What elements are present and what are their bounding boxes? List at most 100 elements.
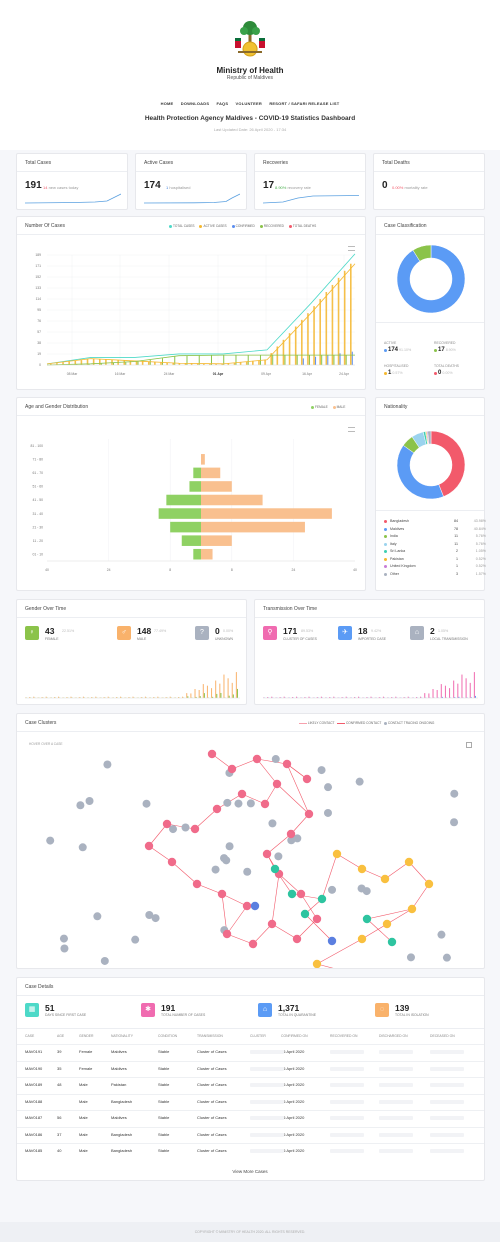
active-bar xyxy=(288,333,291,365)
nav-faqs[interactable]: FAQS xyxy=(216,101,229,106)
genderBars-bar xyxy=(91,697,93,698)
classification-donut xyxy=(396,244,466,314)
recovered-bar xyxy=(174,356,176,365)
table-cell: Female xyxy=(79,1065,93,1071)
x-tick-label: 40 xyxy=(45,568,49,572)
contact-link xyxy=(366,908,413,920)
class-deaths-pct: 0.00% xyxy=(442,371,453,375)
active-bar xyxy=(190,363,193,365)
case-node xyxy=(387,937,397,947)
nationality-count: 78 xyxy=(454,526,458,531)
table-cell: 26 April 2020 xyxy=(281,1131,305,1137)
nav-resort-list[interactable]: RESORT / SAFARI RELEASE LIST xyxy=(269,101,340,106)
active-bar xyxy=(154,361,156,365)
legend-active[interactable]: ACTIVE CASES xyxy=(203,224,227,228)
transBars-bar xyxy=(470,697,472,698)
y-tick-label: 21 - 30 xyxy=(32,525,43,529)
contact-link xyxy=(226,933,254,945)
age-gender-chart: 81 - 100 71 - 80 61 - 70 51 - 60 41 - 50 31 -… xyxy=(31,439,357,572)
column-header[interactable]: CLUSTER xyxy=(250,1034,266,1038)
genderBars-bar xyxy=(132,696,134,698)
active-bar xyxy=(135,360,138,365)
column-header[interactable]: CONFIRMED ON xyxy=(281,1034,308,1038)
transBars-bar xyxy=(279,697,281,698)
fullscreen-icon[interactable] xyxy=(466,742,472,748)
nationality-row: Maldives 78 40.84% xyxy=(384,527,486,534)
case-node xyxy=(234,799,243,808)
row-divider xyxy=(17,1110,484,1111)
case-node xyxy=(382,919,392,929)
virus-icon: ✱ xyxy=(141,1003,155,1017)
recovered-bar xyxy=(198,355,200,365)
local-pct: 1.05% xyxy=(438,629,449,633)
legend-recovered[interactable]: RECOVERED xyxy=(263,224,284,228)
nationality-name: Sri Lanka xyxy=(390,549,406,553)
legend-female[interactable]: FEMALE xyxy=(315,405,328,409)
female-bar xyxy=(193,467,201,479)
cluster-icon: ⚲ xyxy=(263,626,277,640)
row-divider xyxy=(17,1126,484,1128)
x-tick-label: 24 xyxy=(107,568,111,572)
column-header[interactable]: DECEASED ON xyxy=(430,1034,455,1038)
column-header[interactable]: GENDER xyxy=(79,1034,94,1038)
nav-volunteer[interactable]: VOLUNTEER xyxy=(235,101,262,106)
column-header[interactable]: NATIONALITY xyxy=(111,1034,133,1038)
nav-home[interactable]: HOME xyxy=(160,101,174,106)
nationality-count: 1 xyxy=(456,556,458,561)
column-header[interactable]: RECOVERED ON xyxy=(330,1034,358,1038)
nationality-row: Bangladesh 84 43.98% xyxy=(384,519,486,526)
class-hospitalised-label: HOSPITALISED xyxy=(384,364,409,368)
y-tick-label: 81 - 100 xyxy=(31,444,44,448)
column-header[interactable]: CONDITION xyxy=(158,1034,178,1038)
transBars-bar xyxy=(283,696,285,698)
legend-total[interactable]: TOTAL CASES xyxy=(173,224,195,228)
contact-link xyxy=(266,833,292,855)
case-node xyxy=(317,766,326,775)
legend-male[interactable]: MALE xyxy=(336,405,346,409)
new-cases-value: 14 xyxy=(43,185,48,190)
nationality-row: Italy 11 5.76% xyxy=(384,542,486,549)
legend-deaths[interactable]: TOTAL DEATHS xyxy=(292,224,317,228)
column-header[interactable]: DISCHARGED ON xyxy=(379,1034,408,1038)
nationality-pct: 0.52% xyxy=(475,564,486,568)
contact-link xyxy=(171,861,198,885)
legend-dot xyxy=(384,527,387,531)
active-bar xyxy=(307,313,309,365)
transBars-bar xyxy=(407,696,409,698)
gender-over-time-card: Gender Over Time ♀ 43 22.51% FEMALE ♂ 14… xyxy=(16,599,247,705)
column-header[interactable]: TRANSMISSION xyxy=(197,1034,223,1038)
case-node xyxy=(406,953,415,962)
case-node xyxy=(292,934,302,944)
genderBars-bar xyxy=(29,697,31,698)
legend-confirmed[interactable]: CONFIRMED xyxy=(235,224,255,228)
genderBars-bar xyxy=(115,697,117,698)
nav-downloads[interactable]: DOWNLOADS xyxy=(180,101,210,106)
recovery-rate-text: 8.90% recovery rate xyxy=(275,185,311,190)
column-header[interactable]: AGE xyxy=(57,1034,65,1038)
transBars-bar xyxy=(308,696,310,698)
case-node xyxy=(260,799,270,809)
recovered-bar xyxy=(223,355,225,365)
view-more-cases-button[interactable]: View More Cases xyxy=(232,1169,268,1174)
imported-label: IMPORTED CASE xyxy=(358,637,387,641)
contact-link xyxy=(271,923,298,940)
series-line-total-cases xyxy=(46,253,356,365)
chart-menu-icon[interactable] xyxy=(348,427,355,432)
active-bar xyxy=(239,362,242,365)
nationality-pct: 1.05% xyxy=(475,549,486,553)
genderBars-bar xyxy=(223,674,225,698)
active-bar xyxy=(215,363,217,365)
legend-likely-contact: LIKELY CONTACT xyxy=(307,721,335,725)
genderBars-bar xyxy=(187,696,189,698)
active-bar xyxy=(68,361,70,365)
recovered-bar xyxy=(321,355,323,365)
y-tick-label: 51 - 60 xyxy=(32,485,43,489)
cluster-network-graph[interactable] xyxy=(17,734,485,969)
contact-link xyxy=(304,913,333,942)
column-header[interactable]: CASE xyxy=(25,1034,35,1038)
home-icon: ⌂ xyxy=(258,1003,272,1017)
transBars-bar xyxy=(420,696,422,698)
transBars-bar xyxy=(432,689,434,698)
chart-menu-icon[interactable] xyxy=(348,246,355,251)
legend-dot xyxy=(288,224,292,228)
